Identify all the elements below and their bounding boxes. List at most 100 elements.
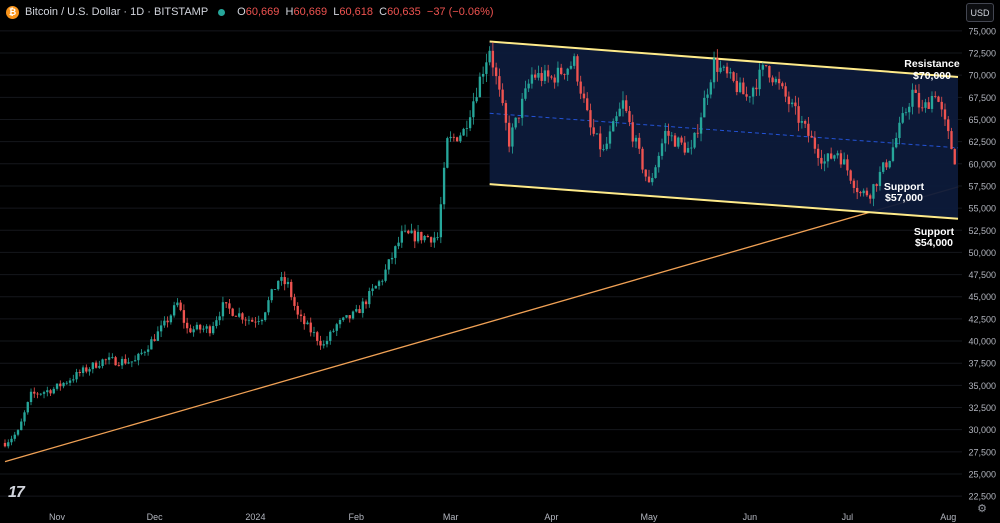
candle-body	[790, 102, 794, 105]
candle-body	[442, 167, 446, 205]
candle-body	[488, 50, 491, 63]
candle-body	[706, 94, 709, 98]
candle-body	[481, 73, 485, 77]
candle-body	[325, 340, 329, 345]
tradingview-logo[interactable]: 17	[8, 484, 25, 501]
candle-body	[257, 321, 260, 322]
candle-body	[589, 110, 592, 128]
candle-body	[696, 132, 699, 134]
candle-body	[699, 117, 703, 134]
currency-button[interactable]: USD	[966, 3, 994, 22]
candle-body	[238, 313, 241, 317]
candle-body	[176, 302, 179, 306]
candle-body	[189, 328, 192, 333]
candle-body	[777, 78, 781, 84]
candle-body	[820, 157, 823, 164]
candle-body	[413, 230, 416, 242]
candle-body	[651, 177, 654, 183]
candle-body	[433, 237, 436, 243]
symbol-title[interactable]: Bitcoin / U.S. Dollar · 1D · BITSTAMP	[25, 6, 209, 18]
candle-body	[88, 369, 91, 372]
y-tick-label: 57,500	[968, 181, 996, 191]
candle-body	[403, 230, 407, 232]
candle-body	[342, 317, 345, 321]
time-axis: Nov Dec 2024 Feb Mar Apr May Jun Jul Aug	[49, 512, 956, 522]
candle-body	[381, 280, 384, 282]
candle-body	[111, 357, 114, 359]
candle-body	[517, 117, 521, 119]
candle-body	[878, 171, 882, 186]
candle-body	[94, 362, 98, 368]
candle-body	[725, 66, 729, 74]
y-tick-label: 22,500	[968, 492, 996, 502]
y-tick-label: 65,000	[968, 115, 996, 125]
candle-body	[10, 438, 13, 443]
y-tick-label: 70,000	[968, 71, 996, 81]
candle-body	[742, 82, 745, 95]
candle-body	[280, 277, 283, 281]
candle-body	[813, 137, 817, 149]
candle-body	[42, 392, 46, 394]
candle-body	[68, 380, 72, 383]
candle-body	[13, 434, 16, 439]
candle-body	[748, 96, 752, 98]
candle-body	[924, 102, 927, 108]
annotation-price: $70,000	[913, 70, 951, 82]
candle-body	[46, 390, 49, 393]
candle-body	[62, 382, 65, 387]
candle-body	[722, 66, 725, 68]
candle-body	[20, 421, 23, 431]
candle-body	[657, 155, 660, 168]
candle-body	[745, 94, 748, 97]
candle-body	[943, 109, 947, 120]
candle-body	[208, 326, 212, 334]
candle-body	[33, 391, 36, 394]
channel-upper-line	[489, 40, 959, 78]
candle-body	[625, 100, 628, 112]
candle-body	[491, 50, 495, 68]
x-tick-label: Mar	[443, 512, 459, 522]
candle-body	[846, 159, 849, 171]
candle-body	[950, 131, 953, 150]
candle-body	[254, 321, 257, 323]
candle-body	[934, 95, 937, 97]
candle-body	[563, 74, 566, 75]
candle-body	[592, 127, 595, 134]
candle-body	[647, 176, 651, 183]
candle-body	[595, 133, 599, 135]
candle-body	[901, 113, 904, 123]
candle-body	[855, 187, 859, 193]
candle-body	[634, 137, 638, 142]
candle-body	[133, 360, 137, 362]
candle-body	[833, 155, 836, 159]
candle-body	[524, 88, 527, 99]
candle-body	[719, 67, 722, 72]
candle-body	[875, 184, 878, 186]
candle-body	[908, 106, 911, 113]
annotation-title: Support	[884, 181, 925, 193]
x-tick-label: 2024	[245, 512, 265, 522]
candle-body	[553, 77, 556, 83]
candle-body	[23, 412, 26, 422]
candle-body	[755, 87, 758, 90]
gear-icon[interactable]: ⚙	[977, 503, 987, 515]
x-tick-label: Dec	[147, 512, 164, 522]
candle-body	[533, 74, 537, 78]
candle-body	[888, 160, 891, 168]
candle-body	[768, 65, 771, 78]
candle-body	[839, 153, 843, 165]
y-tick-label: 47,500	[968, 270, 996, 280]
candle-body	[732, 72, 735, 81]
candle-body	[576, 56, 579, 82]
candle-body	[498, 76, 501, 90]
candle-body	[72, 379, 75, 381]
candle-body	[527, 83, 530, 89]
candle-body	[829, 153, 833, 159]
candle-body	[664, 130, 667, 144]
candle-body	[410, 230, 413, 234]
y-tick-label: 67,500	[968, 93, 996, 103]
candle-body	[771, 77, 774, 83]
candle-body	[107, 357, 111, 360]
candle-body	[872, 184, 875, 199]
